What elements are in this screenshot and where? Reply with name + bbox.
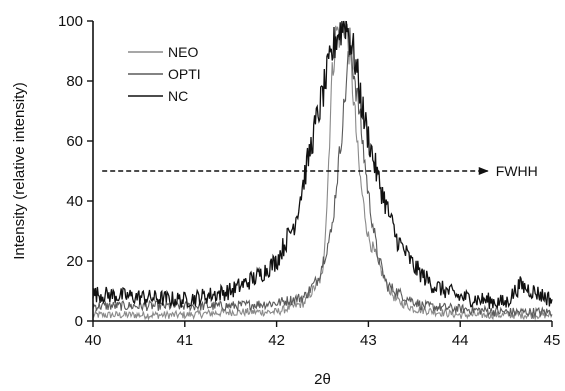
legend-label-neo: NEO — [168, 44, 198, 60]
y-axis-label: Intensity (relative intensity) — [11, 82, 28, 260]
x-tick-label: 40 — [85, 332, 102, 349]
x-axis-label: 2θ — [314, 371, 331, 388]
fwhh-label: FWHH — [496, 163, 538, 179]
y-tick-label: 20 — [66, 253, 83, 270]
y-tick-label: 80 — [66, 73, 83, 90]
x-tick-label: 41 — [176, 332, 193, 349]
annotation-layer: FWHH — [102, 163, 538, 179]
series-line-nc — [92, 20, 553, 309]
axes-layer: 40 41 42 43 44 45 0 20 40 60 80 100 — [58, 13, 560, 349]
x-tick-label: 44 — [452, 332, 469, 349]
y-tick-label: 100 — [58, 13, 83, 30]
x-tick-label: 43 — [360, 332, 377, 349]
y-tick-label: 40 — [66, 193, 83, 210]
y-tick-label: 60 — [66, 133, 83, 150]
legend: NEO OPTI NC — [128, 44, 201, 104]
legend-label-opti: OPTI — [168, 66, 201, 82]
y-tick-label: 0 — [75, 313, 83, 330]
x-tick-label: 42 — [268, 332, 285, 349]
x-tick-label: 45 — [544, 332, 561, 349]
legend-label-nc: NC — [168, 88, 188, 104]
series-layer — [92, 20, 553, 321]
series-line-neo — [92, 20, 553, 321]
series-line-opti — [92, 27, 553, 319]
